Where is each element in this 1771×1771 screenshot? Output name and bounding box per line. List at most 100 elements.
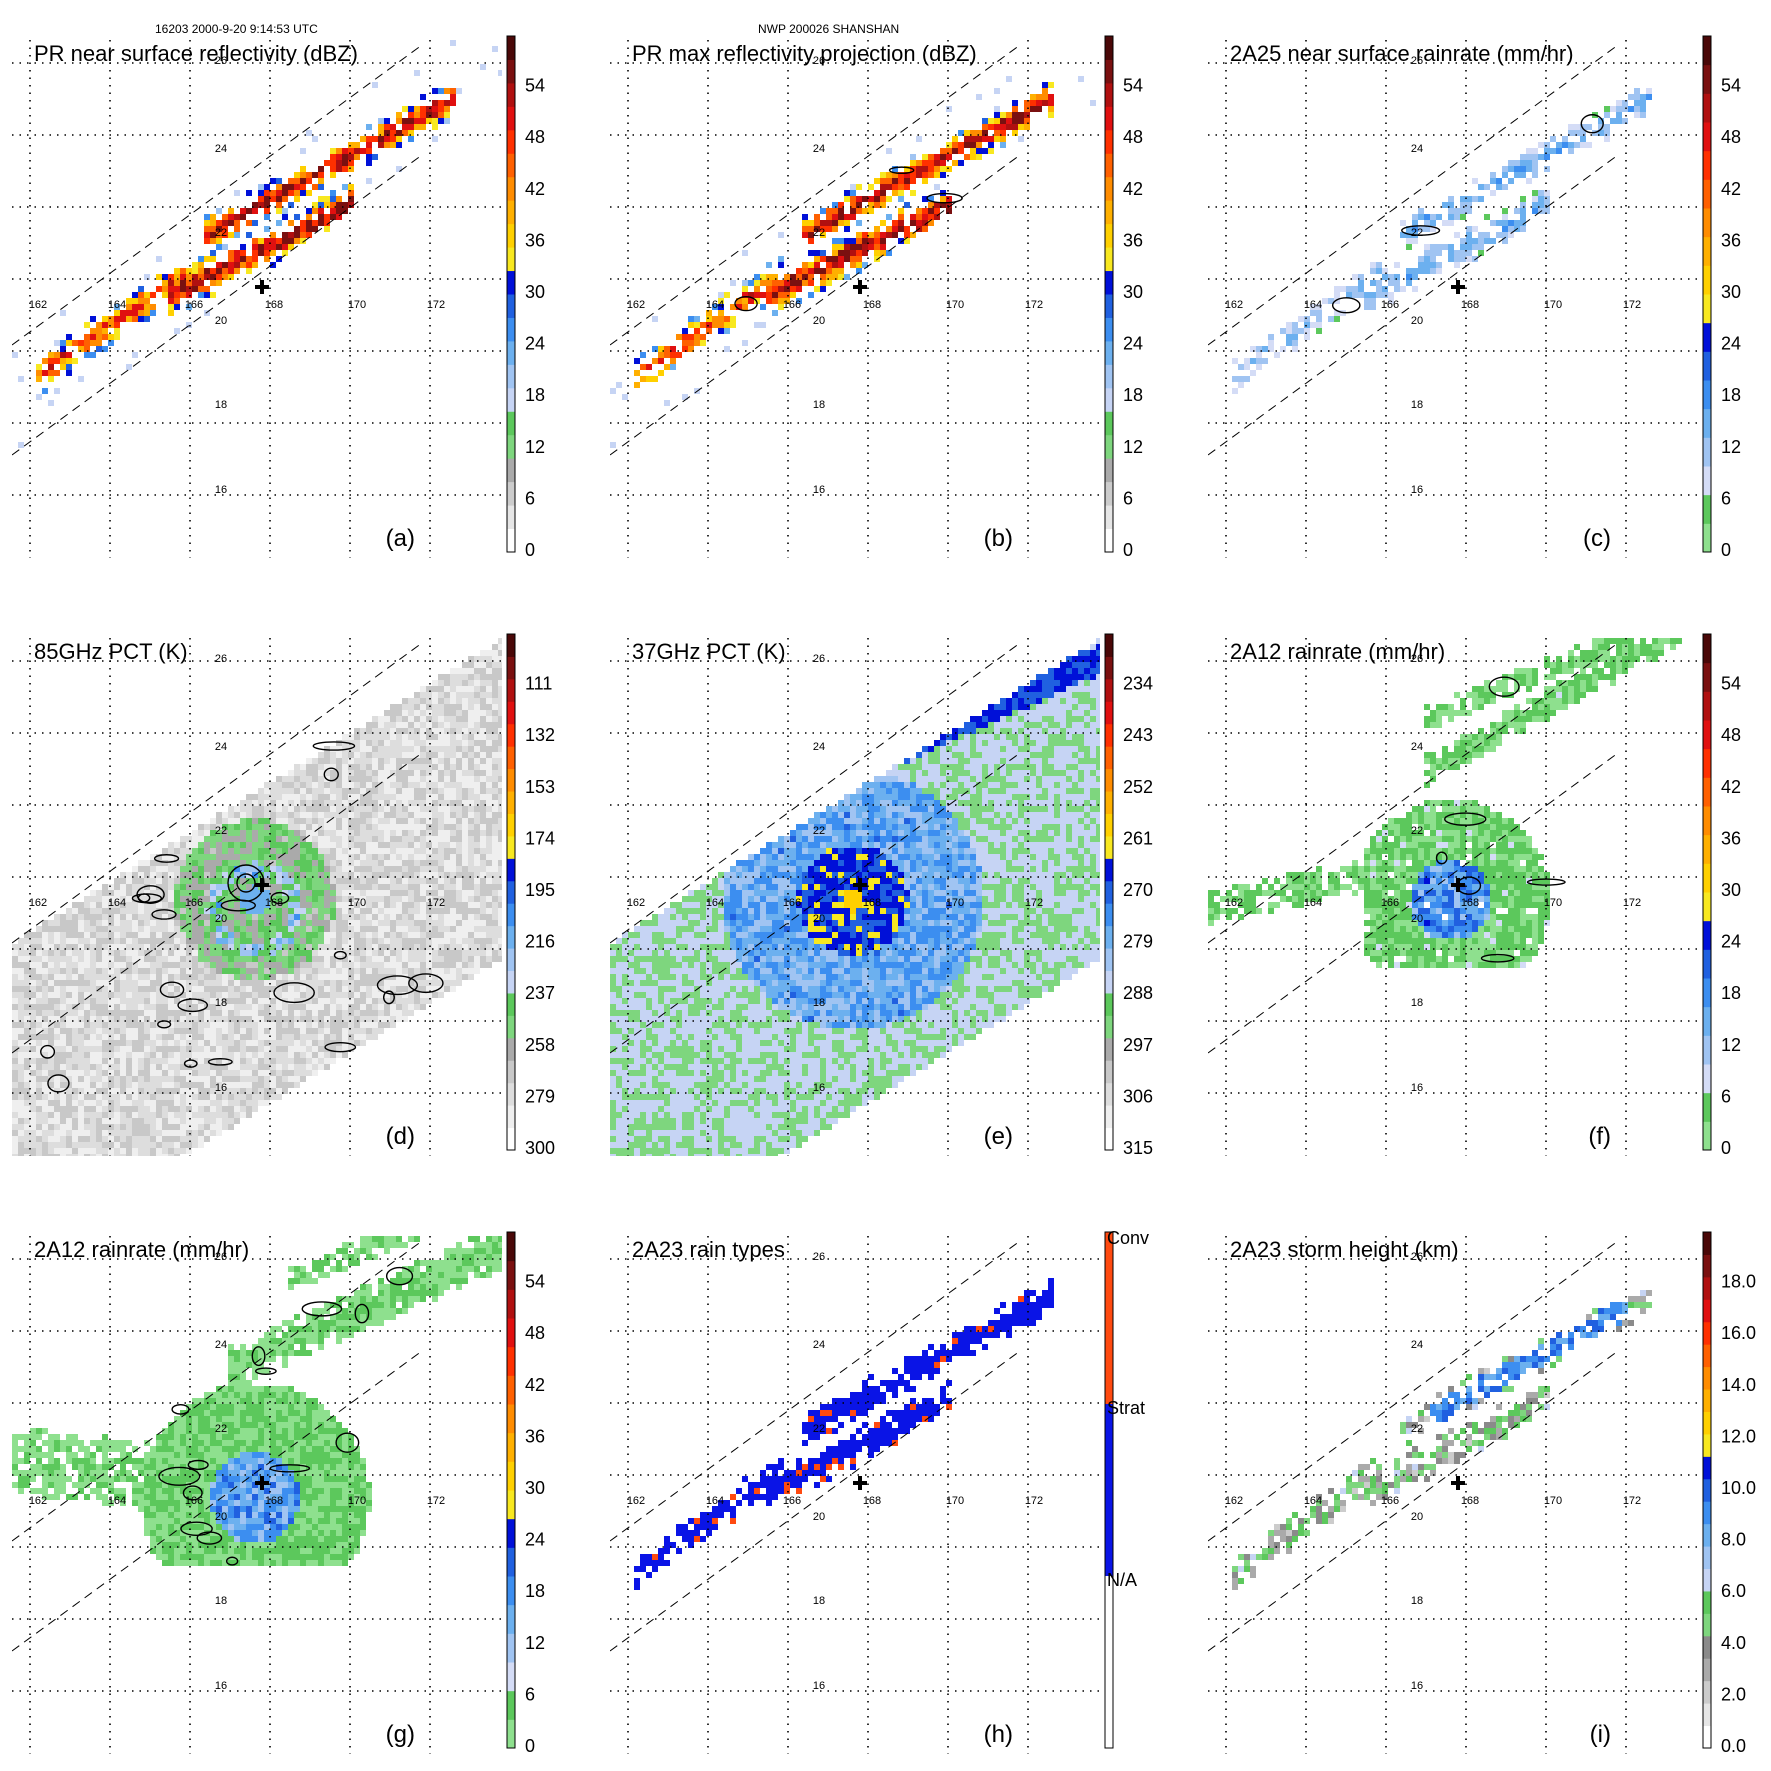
field-cell xyxy=(348,950,354,956)
field-cell xyxy=(408,950,414,956)
field-cell xyxy=(318,926,324,932)
colorbar-tick-label: 30 xyxy=(1721,282,1741,302)
field-cell xyxy=(222,244,228,250)
field-cell xyxy=(808,292,814,298)
field-cell xyxy=(312,854,318,860)
field-cell xyxy=(198,848,204,854)
field-cell xyxy=(808,274,814,280)
field-cell xyxy=(1244,358,1250,364)
field-cell xyxy=(456,794,462,800)
colorbar-segment xyxy=(1105,200,1113,225)
field-cell xyxy=(258,998,264,1004)
field-cell xyxy=(210,962,216,968)
field-cell xyxy=(1424,226,1430,232)
field-cell xyxy=(264,1046,270,1052)
field-cell xyxy=(222,842,228,848)
field-cell xyxy=(444,974,450,980)
field-cell xyxy=(90,1022,96,1028)
field-cell xyxy=(354,800,360,806)
field-cell xyxy=(318,1064,324,1070)
field-cell xyxy=(396,728,402,734)
field-cell xyxy=(420,926,426,932)
field-cell xyxy=(288,956,294,962)
field-cell xyxy=(402,130,408,136)
field-cell xyxy=(438,944,444,950)
field-cell xyxy=(468,746,474,752)
field-cell xyxy=(1622,106,1628,112)
field-cell xyxy=(396,1016,402,1022)
field-cell xyxy=(462,908,468,914)
field-cell xyxy=(426,812,432,818)
field-cell xyxy=(96,1046,102,1052)
field-cell xyxy=(1268,334,1274,340)
colorbar-segment xyxy=(1105,458,1113,483)
contour-ring xyxy=(888,166,915,175)
field-cell xyxy=(336,860,342,866)
field-cell xyxy=(432,112,438,118)
field-cell xyxy=(366,812,372,818)
field-cell xyxy=(396,166,402,172)
field-cell xyxy=(228,974,234,980)
field-cell xyxy=(18,1076,24,1082)
field-cell xyxy=(438,118,444,124)
field-cell xyxy=(192,980,198,986)
field-cell xyxy=(66,1028,72,1034)
field-cell xyxy=(126,914,132,920)
field-cell xyxy=(480,962,486,968)
field-cell xyxy=(90,1028,96,1034)
field-cell xyxy=(396,770,402,776)
field-cell xyxy=(246,812,252,818)
field-cell xyxy=(108,1040,114,1046)
field-cell xyxy=(198,854,204,860)
field-cell xyxy=(646,376,652,382)
field-cell xyxy=(138,1016,144,1022)
field-cell xyxy=(270,178,276,184)
field-cell xyxy=(54,950,60,956)
field-cell xyxy=(366,770,372,776)
field-cell xyxy=(288,902,294,908)
field-cell xyxy=(96,974,102,980)
field-cell xyxy=(658,358,664,364)
field-cell xyxy=(426,764,432,770)
field-cell xyxy=(360,1016,366,1022)
field-cell xyxy=(474,938,480,944)
field-cell xyxy=(120,962,126,968)
field-cell xyxy=(114,926,120,932)
field-cell xyxy=(468,740,474,746)
field-cell xyxy=(234,836,240,842)
field-cell xyxy=(462,932,468,938)
field-cell xyxy=(862,208,868,214)
field-cell xyxy=(898,208,904,214)
field-cell xyxy=(390,740,396,746)
field-cell xyxy=(354,1004,360,1010)
field-cell xyxy=(240,818,246,824)
field-cell xyxy=(12,962,18,968)
field-cell xyxy=(150,1040,156,1046)
field-cell xyxy=(372,908,378,914)
field-cell xyxy=(444,944,450,950)
field-cell xyxy=(324,944,330,950)
field-cell xyxy=(372,812,378,818)
field-cell xyxy=(420,806,426,812)
field-cell xyxy=(228,268,234,274)
field-cell xyxy=(222,932,228,938)
field-cell xyxy=(234,962,240,968)
field-cell xyxy=(330,878,336,884)
field-cell xyxy=(862,262,868,268)
field-cell xyxy=(210,842,216,848)
field-cell xyxy=(312,926,318,932)
field-cell xyxy=(336,1028,342,1034)
field-cell xyxy=(342,770,348,776)
field-cell xyxy=(252,980,258,986)
field-cell xyxy=(444,788,450,794)
field-cell xyxy=(234,944,240,950)
field-cell xyxy=(120,1016,126,1022)
field-cell xyxy=(384,818,390,824)
field-cell xyxy=(486,884,492,890)
field-cell xyxy=(150,902,156,908)
field-cell xyxy=(1490,238,1496,244)
field-cell xyxy=(492,824,498,830)
field-cell xyxy=(324,914,330,920)
field-cell xyxy=(450,806,456,812)
